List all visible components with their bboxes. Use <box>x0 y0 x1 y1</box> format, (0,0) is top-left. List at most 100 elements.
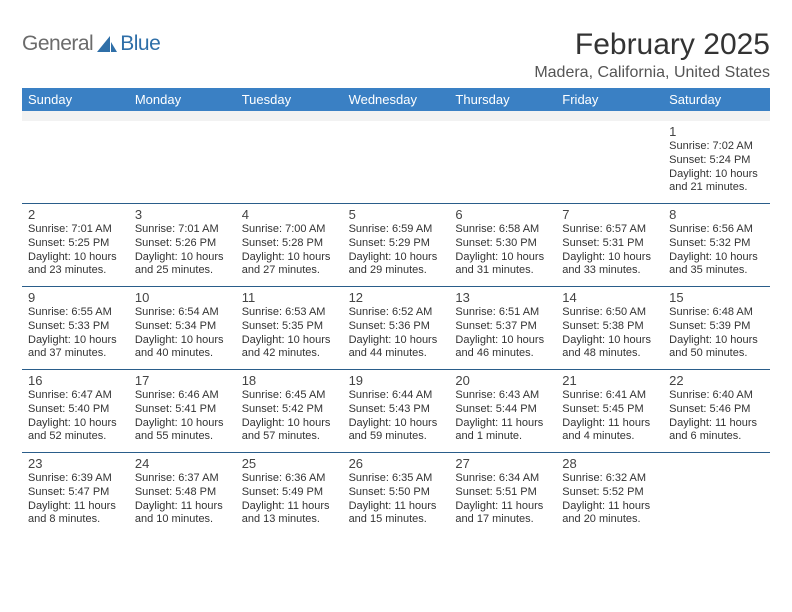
day-number: 17 <box>135 373 230 388</box>
sunset-text: Sunset: 5:51 PM <box>455 486 550 500</box>
day-cell: 22Sunrise: 6:40 AMSunset: 5:46 PMDayligh… <box>663 370 770 452</box>
daylight-text: and 8 minutes. <box>28 513 123 527</box>
day-number: 2 <box>28 207 123 222</box>
day-cell <box>22 121 129 203</box>
daylight-text: and 37 minutes. <box>28 347 123 361</box>
sunrise-text: Sunrise: 7:02 AM <box>669 140 764 154</box>
sunset-text: Sunset: 5:29 PM <box>349 237 444 251</box>
daylight-text: and 48 minutes. <box>562 347 657 361</box>
day-cell: 15Sunrise: 6:48 AMSunset: 5:39 PMDayligh… <box>663 287 770 369</box>
sunset-text: Sunset: 5:48 PM <box>135 486 230 500</box>
day-cell: 17Sunrise: 6:46 AMSunset: 5:41 PMDayligh… <box>129 370 236 452</box>
day-number: 19 <box>349 373 444 388</box>
sunset-text: Sunset: 5:38 PM <box>562 320 657 334</box>
daylight-text: Daylight: 11 hours <box>669 417 764 431</box>
sunrise-text: Sunrise: 6:36 AM <box>242 472 337 486</box>
day-cell <box>236 121 343 203</box>
daylight-text: Daylight: 10 hours <box>669 251 764 265</box>
sunrise-text: Sunrise: 7:01 AM <box>135 223 230 237</box>
day-number: 22 <box>669 373 764 388</box>
daylight-text: and 29 minutes. <box>349 264 444 278</box>
daylight-text: and 44 minutes. <box>349 347 444 361</box>
sunrise-text: Sunrise: 6:41 AM <box>562 389 657 403</box>
daylight-text: and 6 minutes. <box>669 430 764 444</box>
sunset-text: Sunset: 5:50 PM <box>349 486 444 500</box>
day-number: 9 <box>28 290 123 305</box>
day-number: 27 <box>455 456 550 471</box>
day-number: 11 <box>242 290 337 305</box>
week-row: 9Sunrise: 6:55 AMSunset: 5:33 PMDaylight… <box>22 286 770 369</box>
sunrise-text: Sunrise: 6:48 AM <box>669 306 764 320</box>
day-cell: 20Sunrise: 6:43 AMSunset: 5:44 PMDayligh… <box>449 370 556 452</box>
daylight-text: and 21 minutes. <box>669 181 764 195</box>
day-cell <box>663 453 770 535</box>
sunrise-text: Sunrise: 6:53 AM <box>242 306 337 320</box>
sunrise-text: Sunrise: 6:47 AM <box>28 389 123 403</box>
sunset-text: Sunset: 5:44 PM <box>455 403 550 417</box>
daylight-text: and 40 minutes. <box>135 347 230 361</box>
day-cell: 7Sunrise: 6:57 AMSunset: 5:31 PMDaylight… <box>556 204 663 286</box>
day-header-row: SundayMondayTuesdayWednesdayThursdayFrid… <box>22 88 770 111</box>
daylight-text: Daylight: 10 hours <box>455 251 550 265</box>
daylight-text: Daylight: 10 hours <box>135 417 230 431</box>
daylight-text: Daylight: 10 hours <box>242 334 337 348</box>
daylight-text: Daylight: 10 hours <box>669 334 764 348</box>
sunset-text: Sunset: 5:40 PM <box>28 403 123 417</box>
daylight-text: Daylight: 10 hours <box>669 168 764 182</box>
sunrise-text: Sunrise: 6:32 AM <box>562 472 657 486</box>
day-cell: 9Sunrise: 6:55 AMSunset: 5:33 PMDaylight… <box>22 287 129 369</box>
daylight-text: and 31 minutes. <box>455 264 550 278</box>
sunset-text: Sunset: 5:34 PM <box>135 320 230 334</box>
day-number: 5 <box>349 207 444 222</box>
day-cell: 3Sunrise: 7:01 AMSunset: 5:26 PMDaylight… <box>129 204 236 286</box>
daylight-text: Daylight: 10 hours <box>562 334 657 348</box>
daylight-text: Daylight: 10 hours <box>135 334 230 348</box>
day-cell: 24Sunrise: 6:37 AMSunset: 5:48 PMDayligh… <box>129 453 236 535</box>
day-cell: 26Sunrise: 6:35 AMSunset: 5:50 PMDayligh… <box>343 453 450 535</box>
weeks-container: 1Sunrise: 7:02 AMSunset: 5:24 PMDaylight… <box>22 121 770 535</box>
day-number: 6 <box>455 207 550 222</box>
day-cell: 21Sunrise: 6:41 AMSunset: 5:45 PMDayligh… <box>556 370 663 452</box>
daylight-text: Daylight: 11 hours <box>455 417 550 431</box>
sunset-text: Sunset: 5:36 PM <box>349 320 444 334</box>
day-number: 26 <box>349 456 444 471</box>
daylight-text: Daylight: 10 hours <box>562 251 657 265</box>
day-cell: 27Sunrise: 6:34 AMSunset: 5:51 PMDayligh… <box>449 453 556 535</box>
sunset-text: Sunset: 5:39 PM <box>669 320 764 334</box>
sunrise-text: Sunrise: 6:34 AM <box>455 472 550 486</box>
sunset-text: Sunset: 5:49 PM <box>242 486 337 500</box>
sunrise-text: Sunrise: 6:43 AM <box>455 389 550 403</box>
daylight-text: and 55 minutes. <box>135 430 230 444</box>
week-row: 2Sunrise: 7:01 AMSunset: 5:25 PMDaylight… <box>22 203 770 286</box>
day-cell: 4Sunrise: 7:00 AMSunset: 5:28 PMDaylight… <box>236 204 343 286</box>
day-number: 18 <box>242 373 337 388</box>
daylight-text: Daylight: 11 hours <box>455 500 550 514</box>
day-cell: 25Sunrise: 6:36 AMSunset: 5:49 PMDayligh… <box>236 453 343 535</box>
daylight-text: and 15 minutes. <box>349 513 444 527</box>
daylight-text: and 23 minutes. <box>28 264 123 278</box>
sunset-text: Sunset: 5:43 PM <box>349 403 444 417</box>
sunset-text: Sunset: 5:31 PM <box>562 237 657 251</box>
sunrise-text: Sunrise: 6:44 AM <box>349 389 444 403</box>
day-cell: 10Sunrise: 6:54 AMSunset: 5:34 PMDayligh… <box>129 287 236 369</box>
sunset-text: Sunset: 5:35 PM <box>242 320 337 334</box>
daylight-text: Daylight: 11 hours <box>242 500 337 514</box>
day-number: 13 <box>455 290 550 305</box>
sunrise-text: Sunrise: 6:54 AM <box>135 306 230 320</box>
day-number: 10 <box>135 290 230 305</box>
sunrise-text: Sunrise: 6:46 AM <box>135 389 230 403</box>
sunrise-text: Sunrise: 6:35 AM <box>349 472 444 486</box>
day-number: 21 <box>562 373 657 388</box>
daylight-text: and 20 minutes. <box>562 513 657 527</box>
sunrise-text: Sunrise: 7:00 AM <box>242 223 337 237</box>
sunrise-text: Sunrise: 6:39 AM <box>28 472 123 486</box>
daylight-text: and 52 minutes. <box>28 430 123 444</box>
day-cell <box>556 121 663 203</box>
daylight-text: Daylight: 10 hours <box>28 417 123 431</box>
calendar: SundayMondayTuesdayWednesdayThursdayFrid… <box>22 88 770 535</box>
daylight-text: and 35 minutes. <box>669 264 764 278</box>
daylight-text: Daylight: 10 hours <box>455 334 550 348</box>
daylight-text: and 42 minutes. <box>242 347 337 361</box>
daylight-text: and 25 minutes. <box>135 264 230 278</box>
daylight-text: Daylight: 11 hours <box>349 500 444 514</box>
